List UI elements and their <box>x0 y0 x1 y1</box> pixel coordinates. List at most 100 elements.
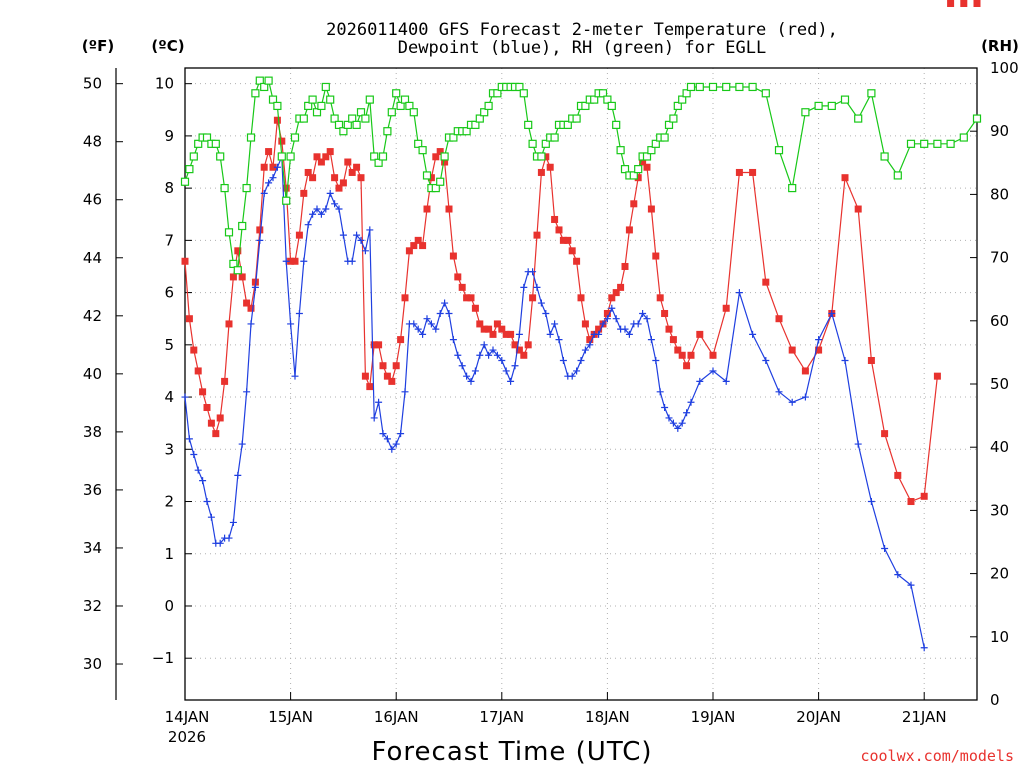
rh-unit-label: (RH) <box>981 37 1019 55</box>
temperature-point <box>661 309 669 317</box>
dewpoint-point <box>401 388 409 396</box>
temperature-line <box>184 120 938 503</box>
fahrenheit-tick-label: 32 <box>83 597 102 615</box>
rh-tick-label: 80 <box>990 185 1009 203</box>
rh-point <box>484 101 493 111</box>
dewpoint-point <box>348 257 356 265</box>
dewpoint-point <box>423 315 431 323</box>
dewpoint-point <box>515 330 523 338</box>
rh-point <box>387 108 396 117</box>
temperature-point <box>480 325 488 333</box>
rh-point <box>528 139 537 148</box>
dewpoint-point <box>313 205 321 213</box>
rh-point <box>678 95 687 104</box>
celsius-tick-label: −1 <box>152 649 174 667</box>
temperature-point <box>515 346 523 354</box>
rh-point <box>761 89 770 98</box>
rh-point <box>920 139 929 148</box>
dewpoint-point <box>775 388 783 396</box>
rh-point <box>356 108 366 117</box>
rh-point <box>686 82 696 92</box>
time-tick-label: 20JAN <box>796 708 841 726</box>
rh-point <box>409 108 418 117</box>
rh-point <box>216 152 225 161</box>
rh-point <box>378 152 388 161</box>
rh-point <box>801 108 810 117</box>
dewpoint-point <box>287 320 295 328</box>
dewpoint-point <box>841 356 849 364</box>
rh-point <box>669 114 678 123</box>
dewpoint-point <box>410 320 418 328</box>
rh-tick-label: 10 <box>990 628 1009 646</box>
temperature-point <box>485 325 493 333</box>
dewpoint-point <box>199 477 207 485</box>
dewpoint-point <box>647 336 655 344</box>
temperature-point <box>788 346 796 354</box>
dewpoint-point <box>383 435 391 443</box>
rh-point <box>330 114 339 123</box>
celsius-unit-label: (ºC) <box>151 37 184 55</box>
rh-tick-label: 20 <box>990 565 1009 583</box>
rh-point <box>629 171 638 180</box>
dewpoint-point <box>735 289 743 297</box>
rh-point <box>273 101 282 111</box>
dewpoint-point <box>441 299 449 307</box>
temperature-point <box>247 304 255 312</box>
dewpoint-point <box>867 498 875 506</box>
rh-point <box>471 120 480 129</box>
temperature-point <box>573 257 581 265</box>
rh-point <box>343 120 352 129</box>
temperature-point <box>317 158 325 166</box>
temperature-point <box>652 252 660 260</box>
dewpoint-point <box>828 309 836 317</box>
temperature-point <box>881 430 889 438</box>
dewpoint-point <box>243 388 251 396</box>
temperature-point <box>225 320 233 328</box>
dewpoint-point <box>586 341 594 349</box>
dewpoint-point <box>639 309 647 317</box>
temperature-point <box>401 294 409 302</box>
fahrenheit-tick-label: 40 <box>83 365 102 383</box>
temperature-point <box>920 492 928 500</box>
dewpoint-point <box>854 440 862 448</box>
rh-point <box>572 114 581 123</box>
dewpoint-point <box>185 435 193 443</box>
dewpoint-point <box>511 362 519 370</box>
temperature-point <box>458 283 466 291</box>
fahrenheit-tick-label: 34 <box>83 539 102 557</box>
dewpoint-point <box>537 299 545 307</box>
rh-point <box>308 95 317 104</box>
rh-point <box>708 82 718 92</box>
rh-point <box>603 95 612 104</box>
rh-point <box>304 101 313 111</box>
rh-point <box>286 152 295 161</box>
rh-point <box>242 183 251 193</box>
dewpoint-point <box>581 346 589 354</box>
dewpoint-point <box>322 205 330 213</box>
temperature-point <box>498 325 506 333</box>
temperature-point <box>476 320 484 328</box>
dewpoint-point <box>265 179 273 187</box>
rh-point <box>475 114 484 123</box>
dewpoint-point <box>375 398 383 406</box>
rh-point <box>251 89 260 98</box>
dewpoint-point <box>643 315 651 323</box>
temperature-point <box>313 153 321 161</box>
rh-point <box>414 139 423 148</box>
rh-point <box>260 82 269 92</box>
rh-point <box>642 152 652 161</box>
rh-point <box>620 165 630 174</box>
temperature-point <box>621 262 629 270</box>
rh-point <box>180 177 190 186</box>
dewpoint-point <box>559 356 567 364</box>
temperature-point <box>432 153 440 161</box>
celsius-tick-label: 2 <box>164 493 174 511</box>
fahrenheit-tick-label: 38 <box>83 423 102 441</box>
fahrenheit-tick-label: 48 <box>83 133 102 151</box>
temperature-point <box>216 414 224 422</box>
temperature-point <box>265 148 273 156</box>
rh-point <box>246 133 256 142</box>
dewpoint-point <box>339 231 347 239</box>
dewpoint-point <box>414 325 422 333</box>
time-tick-label: 15JAN <box>268 708 313 726</box>
